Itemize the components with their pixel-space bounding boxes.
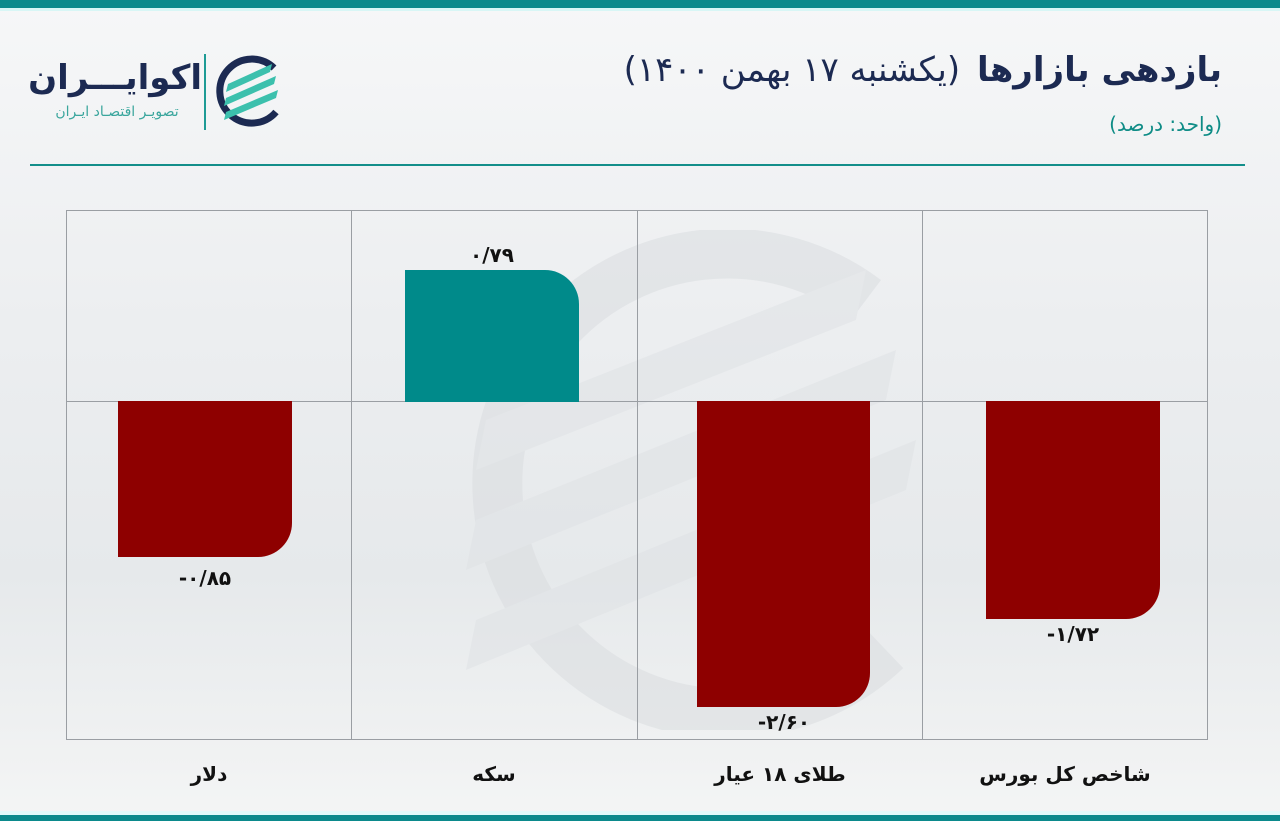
bar-gold-18k xyxy=(697,401,870,707)
chart-title: بازدهی بازارها (یکشنبه ۱۷ بهمن ۱۴۰۰) xyxy=(624,48,1222,92)
category-label-gold-18k: طلای ۱۸ عیار xyxy=(714,762,846,786)
gridline-v4 xyxy=(1207,210,1208,740)
top-brand-band-highlight xyxy=(0,8,1280,11)
gridline-v2 xyxy=(637,210,638,740)
category-label-coin: سکه xyxy=(472,762,516,786)
value-label-stock-index: -۱/۷۲ xyxy=(1046,622,1100,646)
chart-title-date: (یکشنبه ۱۷ بهمن ۱۴۰۰) xyxy=(623,50,961,90)
chart-title-main: بازدهی بازارها xyxy=(976,50,1222,90)
chart-unit-label: (واحد: درصد) xyxy=(1109,112,1222,136)
bar-stock-index xyxy=(986,401,1160,619)
category-label-stock-index: شاخص کل بورس xyxy=(979,762,1151,786)
top-brand-band xyxy=(0,0,1280,8)
logo-tagline: تصویـر اقتصـاد ایـران xyxy=(55,104,179,120)
header-divider xyxy=(30,164,1245,166)
gridline-v0 xyxy=(66,210,67,740)
value-label-coin: ۰/۷۹ xyxy=(470,243,514,267)
gridline-v3 xyxy=(922,210,923,740)
bar-coin xyxy=(405,270,579,402)
gridline-v1 xyxy=(351,210,352,740)
category-label-dollar: دلار xyxy=(190,762,228,786)
ecoiran-logo-icon xyxy=(216,55,279,127)
logo-separator xyxy=(204,54,206,130)
logo-name: اکوایـــران xyxy=(28,58,202,98)
chart-plot-area: -۰/۸۵ ۰/۷۹ -۲/۶۰ -۱/۷۲ xyxy=(66,210,1208,740)
ecoiran-logo: اکوایـــران تصویـر اقتصـاد ایـران xyxy=(28,50,298,136)
bar-dollar xyxy=(118,401,292,557)
bottom-brand-band xyxy=(0,815,1280,821)
value-label-gold-18k: -۲/۶۰ xyxy=(757,710,811,734)
bottom-brand-band-highlight xyxy=(0,811,1280,815)
value-label-dollar: -۰/۸۵ xyxy=(178,566,232,590)
